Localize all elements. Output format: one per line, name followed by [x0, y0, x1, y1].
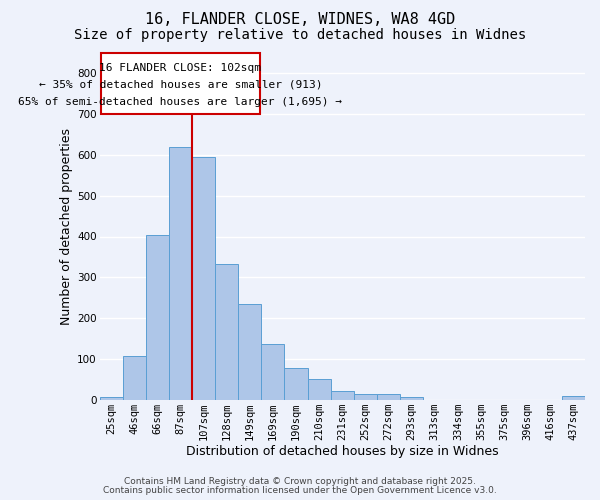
Bar [284, 368, 308, 400]
Bar [169, 146, 192, 400]
Text: 65% of semi-detached houses are larger (1,695) →: 65% of semi-detached houses are larger (… [19, 96, 343, 106]
X-axis label: Distribution of detached houses by size in Widnes: Distribution of detached houses by size … [186, 444, 499, 458]
Text: Contains HM Land Registry data © Crown copyright and database right 2025.: Contains HM Land Registry data © Crown c… [124, 477, 476, 486]
Bar [122, 356, 146, 400]
Bar [308, 379, 331, 400]
Text: Size of property relative to detached houses in Widnes: Size of property relative to detached ho… [74, 28, 526, 42]
Text: 16, FLANDER CLOSE, WIDNES, WA8 4GD: 16, FLANDER CLOSE, WIDNES, WA8 4GD [145, 12, 455, 28]
Bar [192, 157, 215, 400]
FancyBboxPatch shape [101, 54, 260, 114]
Bar [354, 394, 377, 400]
Bar [400, 397, 423, 400]
Bar [562, 396, 585, 400]
Text: ← 35% of detached houses are smaller (913): ← 35% of detached houses are smaller (91… [38, 80, 322, 90]
Bar [377, 394, 400, 400]
Text: Contains public sector information licensed under the Open Government Licence v3: Contains public sector information licen… [103, 486, 497, 495]
Text: 16 FLANDER CLOSE: 102sqm: 16 FLANDER CLOSE: 102sqm [100, 64, 262, 74]
Bar [331, 391, 354, 400]
Bar [215, 264, 238, 400]
Bar [262, 344, 284, 400]
Bar [146, 236, 169, 400]
Y-axis label: Number of detached properties: Number of detached properties [60, 128, 73, 325]
Bar [238, 304, 262, 400]
Bar [100, 397, 122, 400]
